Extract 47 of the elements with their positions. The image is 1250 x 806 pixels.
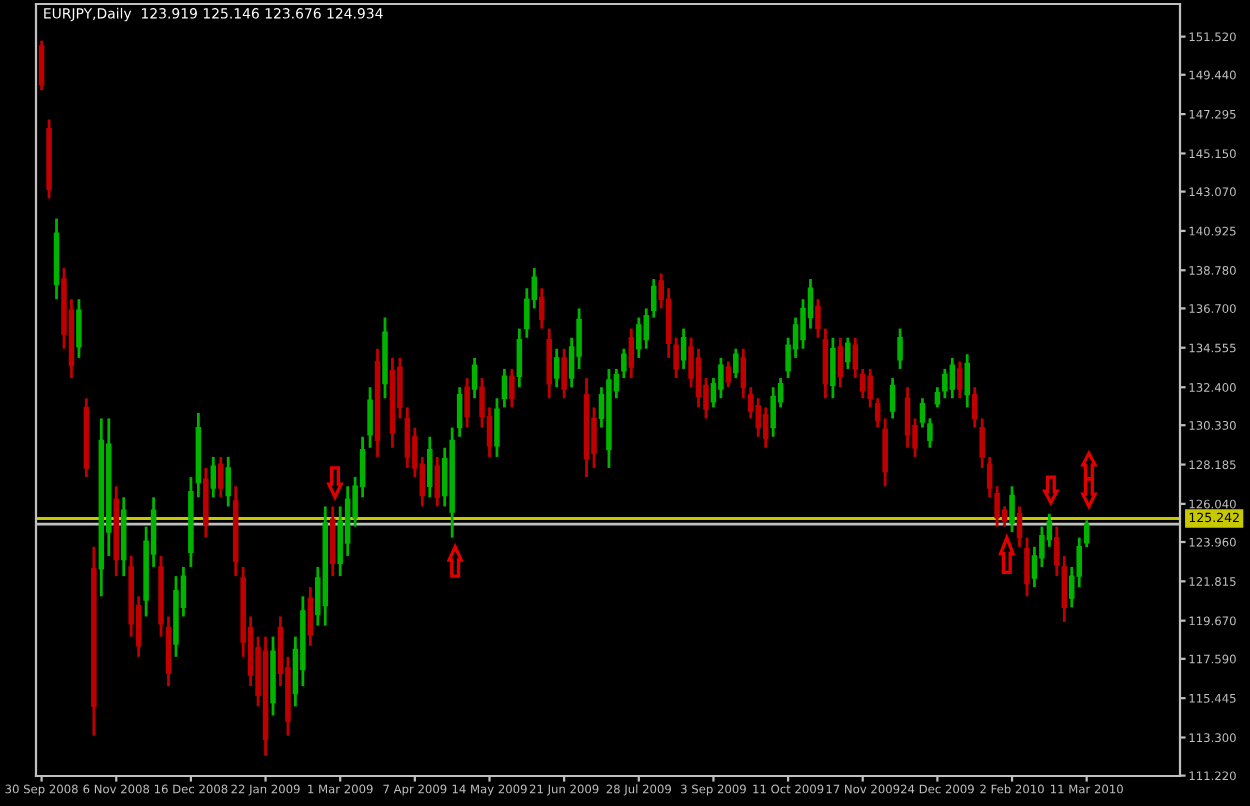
candlestick [38,39,45,92]
candlestick [957,360,963,400]
candlestick [733,347,739,380]
candlestick [1016,505,1023,549]
candlestick [501,367,508,409]
candlestick [845,336,851,371]
candlestick [897,327,903,371]
candlestick [725,360,732,389]
candlestick [561,347,567,400]
candlestick [822,327,829,400]
candlestick [494,396,500,459]
candlestick [553,347,560,389]
candlestick [464,376,470,429]
candlestick [904,385,911,450]
candlestick [830,336,836,400]
candlestick [427,435,433,499]
candlestick [628,327,635,380]
candlestick [636,316,642,360]
candlestick [203,466,209,540]
candlestick [770,385,776,439]
candlestick [680,327,687,371]
candlestick [837,336,844,389]
candlestick [225,455,231,508]
candlestick [76,297,82,360]
candlestick [695,347,702,409]
candlestick [815,297,821,340]
candlestick [516,327,523,389]
candlestick [509,367,515,409]
candlestick [1009,484,1015,534]
candlestick [456,385,463,439]
candlestick [718,356,724,400]
candlestick [441,446,448,508]
candlestick [471,356,478,400]
candlestick [964,352,970,409]
candlestick [889,376,896,420]
candlestick [218,455,224,499]
candlestick [762,406,769,450]
candlestick [539,286,545,330]
candlestick [882,417,888,488]
candlestick [307,585,314,648]
candlestick [210,455,217,499]
candlestick [367,385,373,450]
candlestick [949,356,956,400]
candlestick [329,505,336,578]
candlestick [1024,536,1030,598]
candlestick [546,327,552,400]
candlestick [434,455,440,508]
